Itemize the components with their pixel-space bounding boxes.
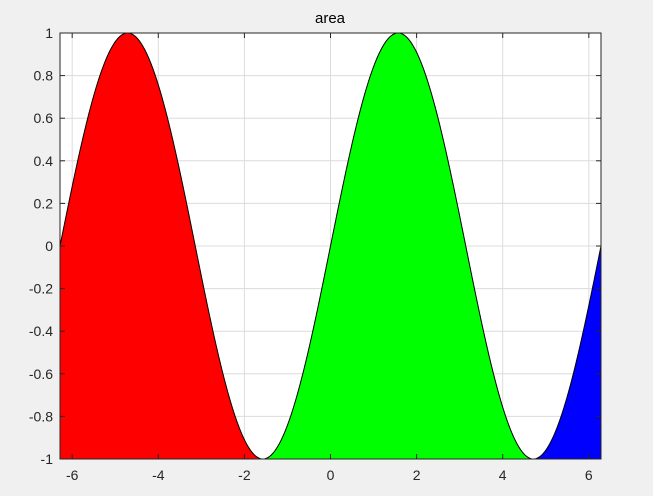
x-tick-label: -4 <box>152 467 165 483</box>
y-tick-label: -1 <box>41 451 54 467</box>
y-tick-label: 0 <box>45 238 53 254</box>
y-tick-label: -0.2 <box>29 281 53 297</box>
x-tick-label: -2 <box>238 467 251 483</box>
y-tick-labels: 1 0.8 0.6 0.4 0.2 0 -0.2 -0.4 -0.6 -0.8 -1 <box>29 25 53 467</box>
y-tick-label: 0.8 <box>34 68 54 84</box>
y-tick-label: 0.4 <box>34 153 54 169</box>
area-series-1 <box>60 33 263 459</box>
x-tick-label: 0 <box>327 467 335 483</box>
y-tick-label: -0.8 <box>29 408 53 424</box>
x-tick-label: 2 <box>413 467 421 483</box>
sine-curve-line <box>59 32 602 460</box>
chart-title: area <box>315 10 346 27</box>
y-tick-label: 0.6 <box>34 110 54 126</box>
x-tick-label: 4 <box>499 467 507 483</box>
x-tick-label: 6 <box>585 467 593 483</box>
tick-marks <box>60 32 601 460</box>
area-series-2 <box>262 33 534 459</box>
x-tick-labels: -6 -4 -2 0 2 4 6 <box>66 467 593 483</box>
x-tick-label: -6 <box>66 467 79 483</box>
area-series-3 <box>533 246 601 459</box>
y-tick-label: 0.2 <box>34 195 54 211</box>
y-tick-label: -0.6 <box>29 366 53 382</box>
area-series-group <box>60 33 601 459</box>
y-tick-label: 1 <box>45 25 53 41</box>
y-tick-label: -0.4 <box>29 323 53 339</box>
